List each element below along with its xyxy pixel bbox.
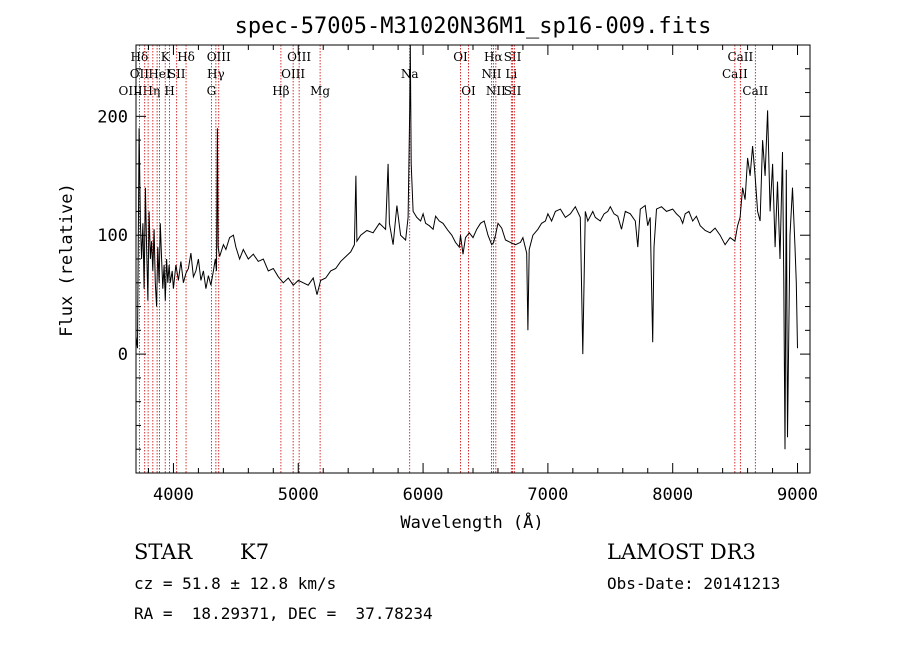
line-marker-label: CaII <box>742 84 768 98</box>
line-marker-label: OIIIHη <box>119 84 161 98</box>
observation-date: Obs-Date: 20141213 <box>607 574 781 593</box>
spectrum-series-line <box>135 44 798 450</box>
y-axis-label: Flux (relative) <box>57 183 77 337</box>
line-marker-label: K <box>161 50 171 64</box>
line-marker-label: OIII <box>207 50 231 64</box>
line-marker-label: OI <box>461 84 476 98</box>
redshift-cz: cz = 51.8 ± 12.8 km/s <box>134 574 337 593</box>
y-tick-label: 0 <box>118 345 128 365</box>
line-marker-label: CaII <box>722 67 748 81</box>
line-marker-label: Hδ <box>177 50 195 64</box>
chart-title: spec-57005-M31020N36M1_sp16-009.fits <box>235 14 712 39</box>
x-tick-label: 8000 <box>652 485 693 505</box>
x-tick-label: 9000 <box>777 485 818 505</box>
x-axis-ticks: 4000 5000 6000 7000 8000 9000 <box>147 45 818 505</box>
x-tick-label: 4000 <box>153 485 194 505</box>
object-subclass: K7 <box>240 540 270 564</box>
line-marker-label: G <box>207 84 217 98</box>
line-marker-label: Hγ <box>207 67 225 81</box>
object-class: STAR <box>134 540 193 564</box>
y-axis-ticks: 0 100 200 <box>97 44 810 450</box>
line-marker-label: Hβ <box>272 84 289 98</box>
x-tick-label: 5000 <box>278 485 319 505</box>
survey-name: LAMOST DR3 <box>607 540 756 564</box>
line-marker-label: SII <box>168 67 186 81</box>
emission-line-markers: HδOIIOIIIHηHeIKHSIIHδGHγOIIIHβOIIIOIIIMg… <box>119 45 768 473</box>
line-marker-label: H <box>164 84 174 98</box>
line-marker-label: Hα <box>484 50 503 64</box>
line-marker-label: CaII <box>727 50 753 64</box>
y-tick-label: 200 <box>97 107 128 127</box>
line-marker-label: Mg <box>310 84 330 98</box>
line-marker-label: Hδ <box>131 50 149 64</box>
line-marker-label: OI <box>453 50 468 64</box>
x-axis-label: Wavelength (Å) <box>400 511 543 533</box>
ra-dec: RA = 18.29371, DEC = 37.78234 <box>134 604 433 623</box>
line-marker-label: Li <box>505 67 517 81</box>
line-marker-label: SII <box>504 84 522 98</box>
line-marker-label: OIII <box>281 67 305 81</box>
x-tick-label: 6000 <box>403 485 444 505</box>
x-tick-label: 7000 <box>527 485 568 505</box>
line-marker-label: NII <box>486 84 506 98</box>
line-marker-label: OIII <box>287 50 311 64</box>
plot-frame <box>135 44 811 474</box>
line-marker-label: NII <box>481 67 501 81</box>
line-marker-label: SII <box>504 50 522 64</box>
y-tick-label: 100 <box>97 226 128 246</box>
